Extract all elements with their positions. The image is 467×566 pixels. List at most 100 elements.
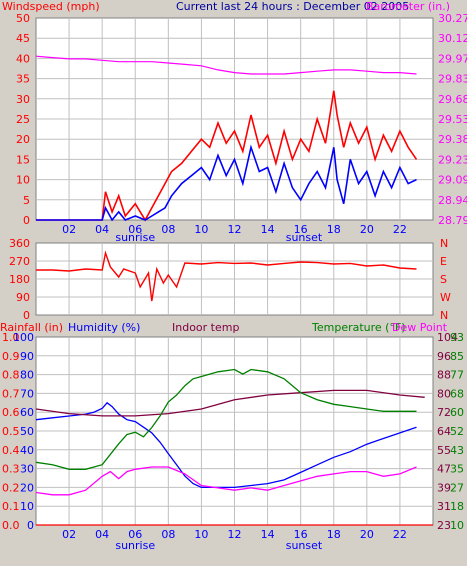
x-tick-label: 18: [327, 223, 341, 236]
annotation-sunset: sunset: [286, 231, 323, 244]
x-tick-label: 12: [228, 223, 242, 236]
y-tick-label: 10: [16, 174, 30, 187]
panel-1-annotations: sunrise sunset: [115, 231, 323, 244]
x-tick-label: 04: [95, 528, 109, 541]
panel-1-x-ticks: 02 04 06 08 10 12 14 16 18 20 22: [62, 223, 407, 236]
temp-tick-label: 88: [437, 369, 451, 382]
y-tick-label: 0: [23, 214, 30, 227]
y-tick-label: 20: [16, 133, 30, 146]
y-tick-label: 90: [16, 291, 30, 304]
rain-tick-label: 0.0: [2, 519, 20, 532]
indoor-temp-title: Indoor temp: [172, 321, 239, 334]
y-tick-label: 35: [16, 73, 30, 86]
series-line-temperature: [35, 368, 417, 470]
x-tick-label: 04: [95, 223, 109, 236]
y2-tick-label: 29.53: [438, 113, 467, 126]
x-tick-label: 02: [62, 528, 76, 541]
panel-1-wind-barometer: Windspeed (mph) Current last 24 hours : …: [2, 0, 467, 244]
y-tick-label: 30: [16, 93, 30, 106]
humidity-tick-label: 50: [20, 425, 34, 438]
temp-tick-label-alt: 60: [450, 406, 464, 419]
temp-tick-label: 96: [437, 350, 451, 363]
rain-tick-label: 0.3: [2, 463, 20, 476]
rain-tick-label: 0.5: [2, 425, 20, 438]
x-tick-label: 08: [161, 528, 175, 541]
rain-tick-label: 0.1: [2, 500, 20, 513]
humidity-axis-title: Humidity (%): [68, 321, 140, 334]
x-tick-label: 20: [360, 223, 374, 236]
annotation-sunrise: sunrise: [115, 539, 155, 552]
y-tick-label: 25: [16, 113, 30, 126]
annotation-sunset: sunset: [286, 539, 323, 552]
temp-tick-label: 47: [437, 463, 451, 476]
series-line-indoor-temp: [35, 389, 425, 417]
y-tick-label: 45: [16, 32, 30, 45]
x-tick-label: 22: [393, 223, 407, 236]
temp-tick-label-alt: 85: [450, 350, 464, 363]
y2-tick-label: 29.97: [438, 52, 467, 65]
y-tick-label: 270: [9, 255, 30, 268]
temp-tick-label-alt: 35: [450, 463, 464, 476]
rain-tick-label: 1.0: [2, 331, 20, 344]
rain-tick-label: 0.4: [2, 444, 20, 457]
temp-tick-label-alt: 18: [450, 500, 464, 513]
x-tick-label: 10: [194, 223, 208, 236]
x-tick-label: 20: [360, 528, 374, 541]
x-tick-label: 08: [161, 223, 175, 236]
series-line-barometer: [35, 55, 417, 75]
compass-tick-label: W: [440, 291, 451, 304]
humidity-tick-label: 40: [20, 444, 34, 457]
humidity-tick-label: 60: [20, 406, 34, 419]
temperature-axis-title: Temperature (°F): [311, 321, 406, 334]
y-tick-label: 0: [23, 309, 30, 322]
rain-tick-label: 0.2: [2, 481, 20, 494]
humidity-tick-label: 10: [20, 500, 34, 513]
temp-tick-label-alt: 43: [450, 444, 464, 457]
y-tick-label: 5: [23, 194, 30, 207]
temp-tick-label: 72: [437, 406, 451, 419]
panel-2-grid: [36, 243, 433, 315]
panel-3-x-ticks: 02 04 06 08 10 12 14 16 18 20 22: [62, 528, 407, 541]
y2-tick-label: 29.68: [438, 93, 467, 106]
panel-3-grid: [36, 337, 433, 525]
y2-tick-label: 29.23: [438, 153, 467, 166]
x-tick-label: 18: [327, 528, 341, 541]
dewpoint-axis-title: Dew Point: [392, 321, 448, 334]
y2-tick-label: 29.83: [438, 73, 467, 86]
chart-title: Current last 24 hours : December 02 2005: [176, 0, 409, 13]
temp-tick-label: 23: [437, 519, 451, 532]
compass-tick-label: N: [440, 309, 448, 322]
series-line-dew-point: [35, 466, 417, 496]
humidity-tick-label: 0: [27, 519, 34, 532]
panel-1-y-ticks: 0 5 10 15 20 25 30 35 40 45 50: [16, 12, 30, 227]
series-line-humidity: [35, 401, 417, 489]
x-tick-label: 16: [294, 223, 308, 236]
compass-tick-label: S: [440, 273, 447, 286]
temp-tick-label: 39: [437, 481, 451, 494]
temp-tick-label-alt: 27: [450, 481, 464, 494]
barometer-axis-title: Barometer (in.): [366, 0, 450, 13]
panel-2-y-ticks: 0 90 180 270 360: [9, 237, 30, 322]
humidity-tick-label: 100: [13, 331, 34, 344]
panel-3-series: [35, 368, 433, 526]
rainfall-axis-title: Rainfall (in): [0, 321, 63, 334]
humidity-tick-label: 70: [20, 387, 34, 400]
x-tick-label: 06: [128, 223, 142, 236]
humidity-tick-label: 30: [20, 463, 34, 476]
x-tick-label: 16: [294, 528, 308, 541]
rain-tick-label: 0.8: [2, 369, 20, 382]
x-tick-label: 14: [261, 223, 275, 236]
humidity-tick-label: 80: [20, 369, 34, 382]
y2-tick-label: 29.38: [438, 133, 467, 146]
y-tick-label: 180: [9, 273, 30, 286]
panel-1-series: [35, 55, 418, 222]
temp-tick-label: 104: [437, 331, 458, 344]
x-tick-label: 22: [393, 528, 407, 541]
y2-tick-label: 28.79: [438, 214, 467, 227]
y2-tick-label: 30.12: [438, 32, 467, 45]
x-tick-label: 02: [62, 223, 76, 236]
humidity-tick-label: 20: [20, 481, 34, 494]
y2-tick-label: 28.94: [438, 194, 467, 207]
x-tick-label: 10: [194, 528, 208, 541]
temp-tick-label: 64: [437, 425, 451, 438]
